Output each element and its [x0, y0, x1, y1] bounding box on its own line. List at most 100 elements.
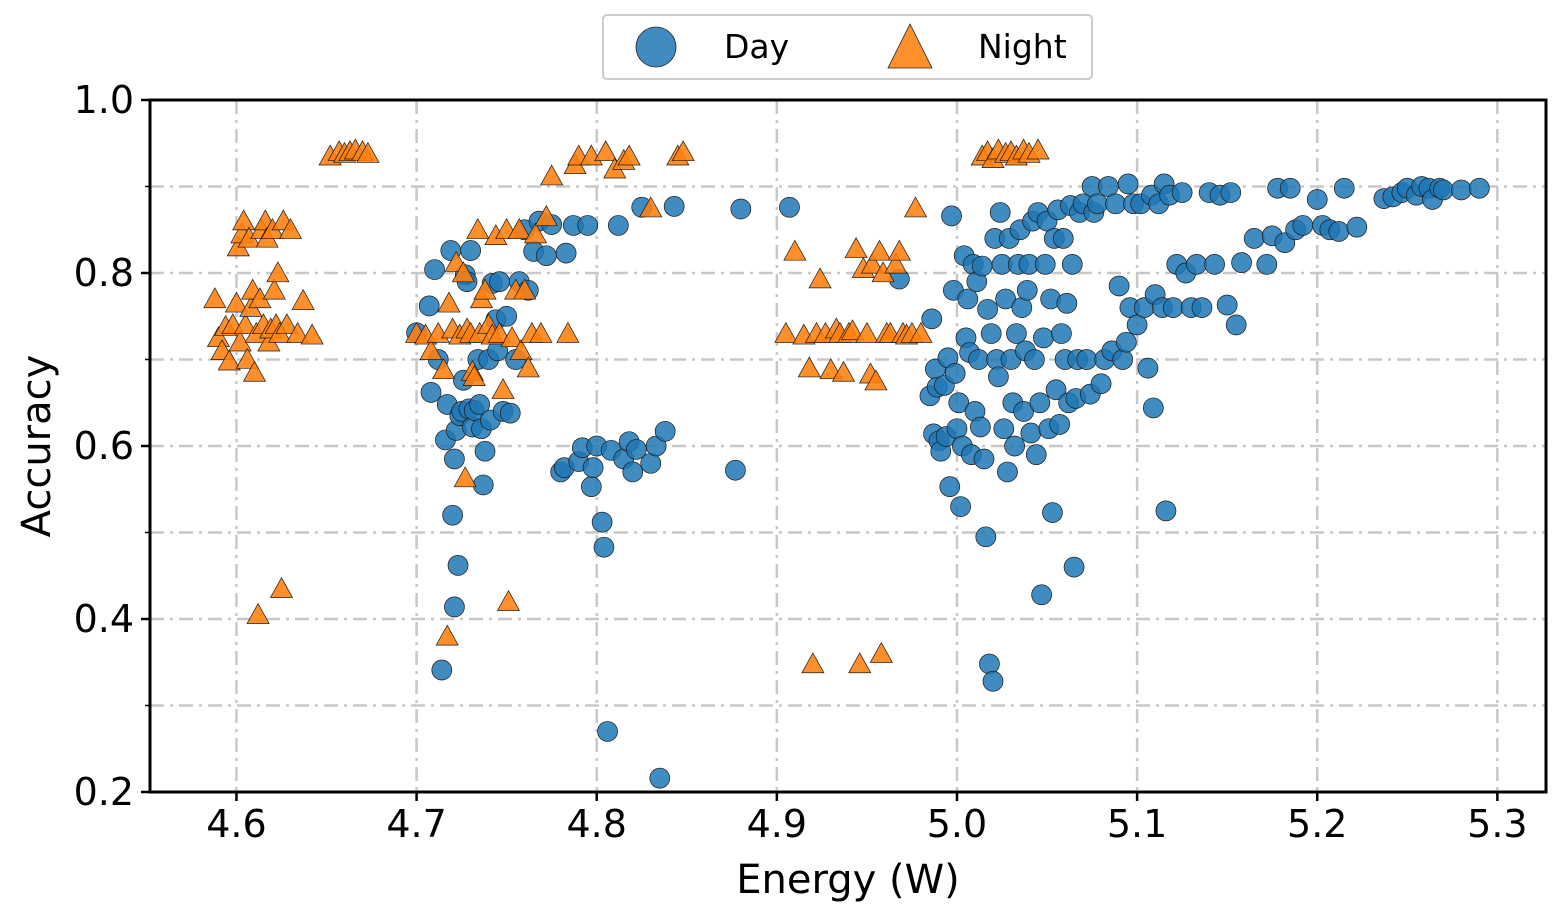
day-point	[977, 298, 998, 320]
day-point	[1115, 331, 1137, 353]
day-point	[1042, 502, 1063, 523]
night-point	[242, 360, 267, 382]
day-point	[424, 259, 445, 280]
day-point	[1029, 392, 1051, 414]
day-point	[1469, 177, 1490, 199]
day-point	[1346, 216, 1368, 238]
grid-lines	[150, 100, 1546, 792]
y-tick-label: 0.8	[74, 251, 134, 295]
day-point	[1328, 221, 1350, 242]
day-point	[1052, 228, 1074, 249]
night-point	[869, 641, 893, 663]
day-point	[1061, 254, 1083, 275]
day-point	[1034, 254, 1056, 275]
night-point	[801, 652, 825, 674]
day-point	[460, 240, 481, 261]
day-point	[496, 305, 518, 327]
day-point	[970, 416, 991, 438]
day-point	[1432, 179, 1454, 201]
night-point	[266, 261, 290, 283]
night-point	[860, 252, 884, 274]
day-point	[1033, 327, 1054, 349]
day-point	[607, 215, 629, 236]
series-day	[406, 173, 1490, 789]
night-point	[435, 624, 459, 646]
legend-night-marker	[887, 23, 933, 69]
day-point	[622, 461, 644, 483]
night-point	[291, 288, 315, 310]
day-point	[474, 440, 496, 462]
legend-day-marker	[635, 26, 677, 68]
night-point	[867, 239, 892, 261]
day-point	[1225, 314, 1247, 336]
y-tick-label: 0.2	[74, 770, 134, 814]
day-point	[1056, 292, 1078, 314]
y-tick-label: 1.0	[74, 78, 134, 122]
night-point	[217, 349, 241, 371]
legend-frame	[602, 14, 1093, 80]
day-point	[1171, 182, 1193, 203]
night-point	[529, 321, 553, 343]
night-point	[275, 313, 299, 335]
day-point	[1108, 275, 1130, 297]
night-point	[224, 291, 249, 313]
day-point	[555, 242, 577, 264]
day-point	[649, 767, 671, 789]
night-point	[228, 330, 252, 352]
night-point	[887, 239, 911, 261]
night-point	[808, 267, 832, 289]
y-tick-label: 0.4	[74, 597, 134, 641]
day-point	[420, 382, 442, 403]
night-point	[556, 321, 580, 343]
night-point	[235, 347, 259, 369]
day-point	[1186, 254, 1207, 275]
night-point	[509, 339, 533, 360]
day-point	[591, 511, 613, 533]
night-point	[496, 589, 521, 611]
day-point	[1292, 215, 1314, 236]
x-tick-label: 5.0	[927, 802, 987, 846]
legend-night-label: Night	[978, 27, 1067, 66]
day-point	[1020, 422, 1042, 444]
night-point	[203, 287, 227, 309]
day-point	[1162, 297, 1184, 318]
day-point	[1155, 500, 1177, 522]
night-point	[594, 140, 618, 162]
day-point	[1045, 379, 1067, 401]
x-tick-label: 5.1	[1107, 802, 1167, 846]
day-point	[995, 288, 1016, 310]
day-point	[1011, 297, 1033, 318]
night-point	[903, 196, 928, 218]
day-point	[993, 418, 1015, 440]
night-point	[487, 321, 512, 343]
day-point	[1204, 254, 1225, 275]
x-tick-label: 4.9	[747, 802, 807, 846]
night-point	[513, 278, 537, 300]
day-point	[499, 402, 521, 424]
night-point	[909, 321, 933, 343]
day-point	[1112, 349, 1134, 370]
night-point	[848, 652, 872, 674]
day-point	[989, 202, 1011, 223]
night-point	[491, 378, 515, 399]
night-point	[523, 222, 548, 244]
day-point	[950, 496, 971, 517]
day-point	[1076, 349, 1098, 370]
night-point	[671, 140, 695, 162]
day-point	[489, 271, 510, 292]
night-point	[437, 291, 461, 313]
x-tick-label: 4.6	[206, 802, 266, 846]
day-point	[941, 205, 962, 227]
day-point	[997, 461, 1018, 483]
day-point	[444, 448, 465, 470]
night-point	[300, 323, 324, 345]
day-point	[980, 323, 1002, 344]
day-point	[1117, 173, 1139, 195]
night-point	[286, 321, 310, 343]
day-point	[582, 457, 604, 478]
night-point	[844, 237, 868, 258]
night-point	[269, 577, 294, 598]
day-point	[1063, 556, 1085, 578]
day-point	[1004, 435, 1025, 457]
